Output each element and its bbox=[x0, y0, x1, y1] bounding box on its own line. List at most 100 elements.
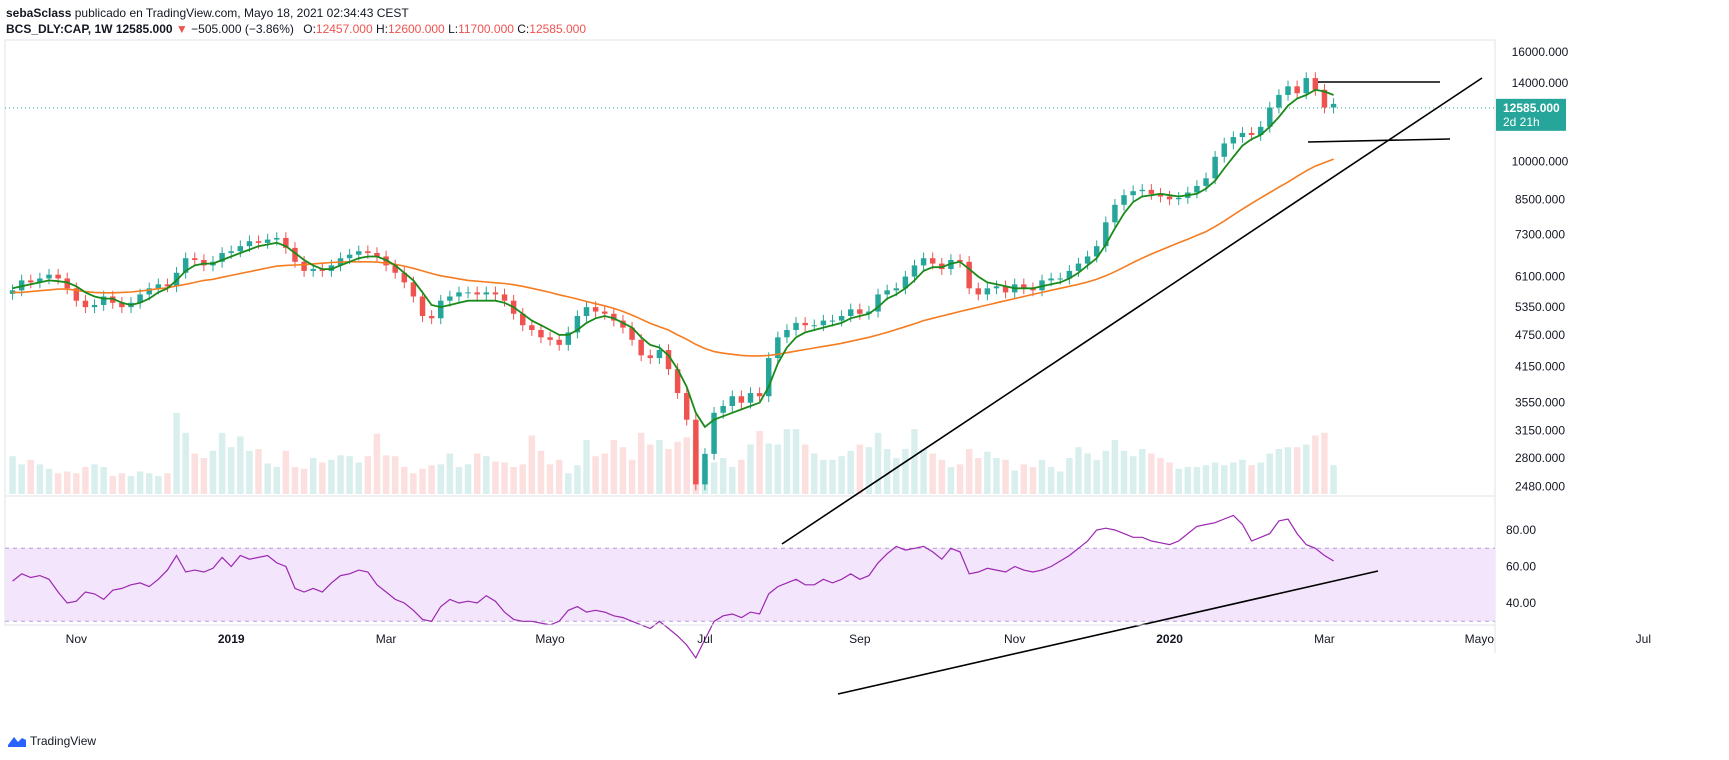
price-tick-label: 4750.000 bbox=[1515, 328, 1565, 342]
candle-body bbox=[228, 251, 234, 253]
candle-body bbox=[1112, 204, 1118, 223]
rsi-trendline bbox=[837, 570, 1379, 695]
candle bbox=[137, 288, 143, 309]
volume-bar bbox=[1093, 459, 1100, 494]
volume-bar bbox=[300, 468, 308, 494]
candle-body bbox=[620, 320, 626, 328]
candle-body bbox=[1267, 107, 1273, 127]
volume-bar bbox=[601, 453, 608, 494]
volume-bar bbox=[637, 432, 645, 494]
volume-bar bbox=[36, 464, 44, 494]
candle-body bbox=[793, 322, 799, 330]
candle bbox=[1239, 127, 1246, 143]
open-value: 12457.000 bbox=[315, 22, 373, 36]
candle bbox=[237, 240, 244, 258]
candle-body bbox=[884, 290, 890, 295]
volume-bar bbox=[100, 467, 107, 494]
volume-bar bbox=[592, 456, 599, 494]
candle-body bbox=[192, 258, 198, 260]
volume-bar bbox=[446, 453, 454, 494]
volume-bar bbox=[865, 447, 873, 494]
candle-body bbox=[28, 280, 34, 283]
volume-bar bbox=[1175, 468, 1182, 494]
candle-body bbox=[1257, 126, 1264, 135]
candle-body bbox=[91, 304, 98, 308]
volume-bar bbox=[437, 464, 444, 494]
volume-bar bbox=[510, 467, 517, 494]
last-price-badge-value: 12585.000 bbox=[1503, 101, 1560, 115]
candle bbox=[1139, 184, 1145, 198]
volume-bar bbox=[291, 467, 299, 494]
candle bbox=[993, 280, 1000, 295]
volume-bar bbox=[1057, 471, 1064, 494]
candle-body bbox=[911, 265, 918, 277]
candle bbox=[1212, 151, 1218, 185]
candle bbox=[283, 232, 289, 254]
candle bbox=[456, 286, 462, 303]
candle bbox=[520, 308, 526, 332]
candle bbox=[711, 407, 717, 460]
volume-bar bbox=[27, 459, 35, 494]
candle-body bbox=[775, 337, 781, 359]
volume-bar bbox=[1239, 459, 1246, 494]
candle bbox=[1230, 131, 1237, 150]
candle-body bbox=[474, 292, 480, 295]
candle bbox=[264, 233, 271, 249]
volume-bar bbox=[820, 459, 827, 494]
volume-bar bbox=[346, 456, 353, 494]
volume-bar bbox=[1102, 450, 1110, 494]
volume-bar bbox=[282, 450, 290, 494]
volume-bar bbox=[1257, 462, 1264, 494]
volume-bar bbox=[1129, 456, 1137, 494]
price-tick-label: 3550.000 bbox=[1515, 396, 1565, 410]
candle-body bbox=[729, 396, 736, 407]
volume-bar bbox=[574, 465, 581, 494]
candle bbox=[529, 319, 535, 336]
time-tick-label: Mar bbox=[1314, 632, 1335, 646]
symbol-label: BCS_DLY:CAP, 1W bbox=[6, 22, 113, 36]
candle-body bbox=[264, 239, 271, 243]
candle bbox=[857, 303, 863, 320]
author-name[interactable]: sebaSclass bbox=[6, 6, 72, 20]
volume-bar bbox=[1066, 458, 1073, 494]
candle bbox=[538, 324, 544, 344]
candle bbox=[492, 286, 499, 301]
volume-bar bbox=[1120, 450, 1128, 494]
volume-bar bbox=[1202, 465, 1210, 494]
volume-bar bbox=[719, 458, 727, 494]
candle bbox=[966, 256, 972, 295]
candle-body bbox=[556, 339, 562, 345]
volume-bar bbox=[136, 471, 144, 494]
volume-bar bbox=[328, 459, 335, 494]
volume-bar bbox=[1221, 465, 1228, 494]
volume-bar bbox=[309, 458, 317, 494]
volume-bar bbox=[1157, 458, 1164, 494]
volume-bar bbox=[82, 467, 89, 494]
candle-body bbox=[119, 302, 125, 308]
candle bbox=[100, 290, 107, 311]
candle bbox=[702, 448, 708, 491]
volume-bar bbox=[647, 444, 654, 494]
candle bbox=[547, 331, 553, 346]
candle-body bbox=[975, 288, 981, 295]
footer-brand[interactable]: TradingView bbox=[30, 734, 97, 748]
down-triangle-icon: ▼ bbox=[175, 22, 188, 36]
candle bbox=[28, 274, 34, 289]
rsi-line bbox=[12, 514, 1334, 659]
candle bbox=[620, 314, 626, 334]
volume-bar bbox=[182, 432, 189, 494]
candle-body bbox=[847, 309, 854, 317]
candle bbox=[146, 282, 152, 301]
candle-body bbox=[592, 307, 599, 312]
candle bbox=[447, 290, 453, 307]
candle-body bbox=[146, 288, 152, 295]
candle-body bbox=[674, 369, 681, 394]
volume-bar bbox=[91, 464, 98, 494]
candle-body bbox=[583, 307, 590, 317]
candle bbox=[1112, 199, 1118, 229]
time-tick-label: Mayo bbox=[535, 632, 565, 646]
candle-body bbox=[374, 252, 380, 257]
candle bbox=[1148, 184, 1155, 200]
price-tick-label: 7300.000 bbox=[1515, 228, 1565, 242]
